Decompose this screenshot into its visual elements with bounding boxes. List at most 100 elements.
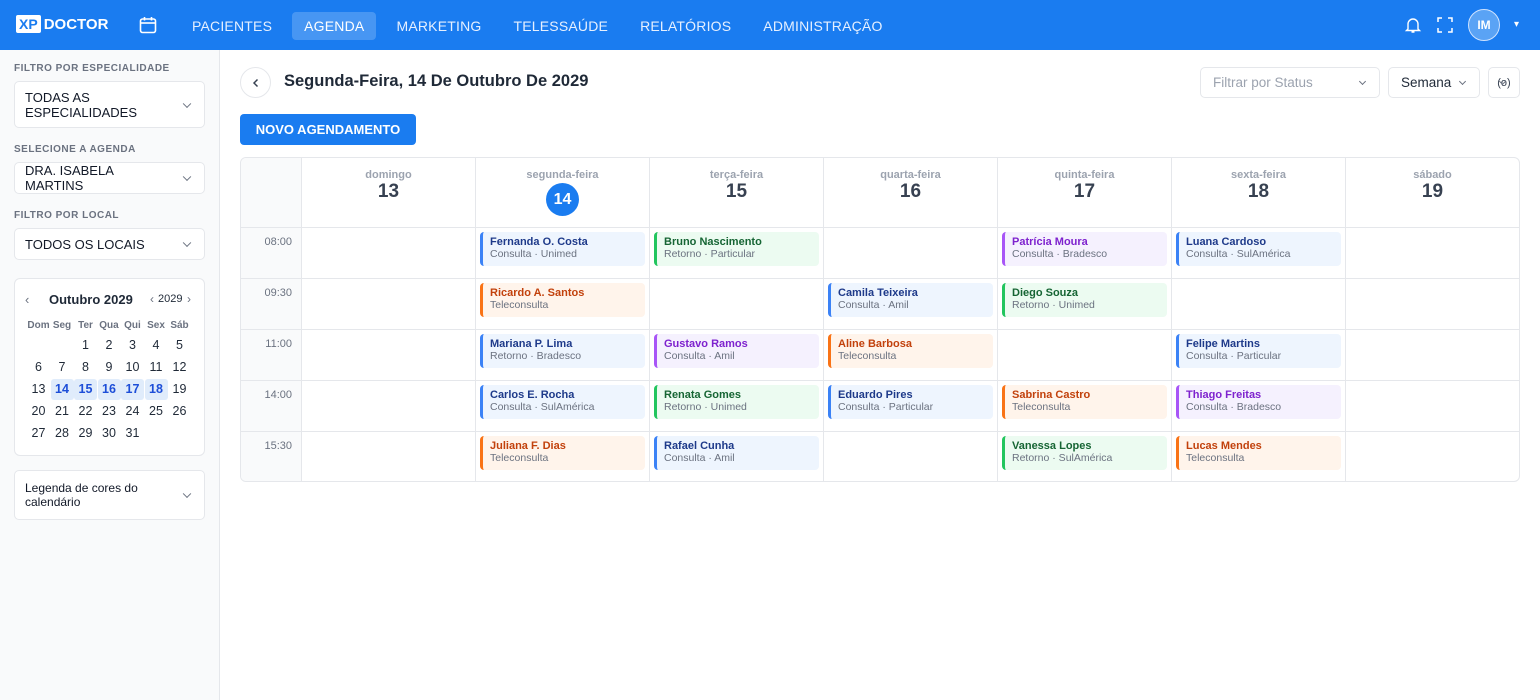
nav-item[interactable]: AGENDA [292, 12, 377, 40]
day[interactable]: 14 [50, 379, 74, 400]
slot-cell[interactable]: Eduardo Pires Consulta · Particular [823, 380, 997, 431]
slot-cell[interactable] [649, 278, 823, 329]
slot-cell[interactable] [1345, 329, 1519, 380]
nav-item[interactable]: PACIENTES [192, 18, 273, 34]
day[interactable]: 28 [55, 426, 69, 440]
day[interactable]: 21 [55, 404, 69, 418]
day[interactable]: 26 [172, 404, 187, 418]
appointment[interactable]: Aline Barbosa Teleconsulta [828, 334, 993, 368]
slot-cell[interactable]: Diego Souza Retorno · Unimed [997, 278, 1171, 329]
appointment[interactable]: Carlos E. Rocha Consulta · SulAmérica [480, 385, 645, 419]
appointment[interactable]: Rafael Cunha Consulta · Amil [654, 436, 819, 470]
slot-cell[interactable] [301, 329, 475, 380]
day[interactable]: 17 [121, 379, 144, 400]
slot-cell[interactable]: Carlos E. Rocha Consulta · SulAmérica [475, 380, 649, 431]
day[interactable]: 27 [31, 426, 46, 440]
day[interactable]: 31 [125, 426, 140, 440]
appointment[interactable]: Bruno Nascimento Retorno · Particular [654, 232, 819, 266]
nav-item[interactable]: MARKETING [396, 18, 482, 34]
appointment[interactable]: Felipe Martins Consulta · Particular [1176, 334, 1341, 368]
slot-cell[interactable]: Patrícia Moura Consulta · Bradesco [997, 227, 1171, 278]
slot-cell[interactable] [823, 431, 997, 481]
nav-item[interactable]: RELATÓRIOS [640, 18, 732, 34]
appointment[interactable]: Sabrina Castro Teleconsulta [1002, 385, 1167, 419]
slot-cell[interactable] [1345, 278, 1519, 329]
slot-cell[interactable]: Gustavo Ramos Consulta · Amil [649, 329, 823, 380]
logo[interactable]: XP DOCTOR [16, 15, 108, 33]
user-menu-caret[interactable]: ▾ [1514, 19, 1520, 30]
appointment[interactable]: Mariana P. Lima Retorno · Bradesco [480, 334, 645, 368]
avatar[interactable]: IM [1468, 9, 1500, 41]
appointment[interactable]: Ricardo A. Santos Teleconsulta [480, 283, 645, 317]
slot-cell[interactable]: Felipe Martins Consulta · Particular [1171, 329, 1345, 380]
day[interactable]: 11 [149, 360, 163, 374]
legend-toggle[interactable]: Legenda de cores do calendário [14, 470, 205, 520]
prev-month[interactable]: ‹ [25, 292, 30, 307]
nav-item[interactable]: ADMINISTRAÇÃO [763, 18, 883, 34]
day[interactable]: 30 [102, 426, 116, 440]
day[interactable]: 9 [105, 360, 113, 374]
status-filter[interactable]: Filtrar por Status [1200, 67, 1380, 98]
appointment[interactable]: Lucas Mendes Teleconsulta [1176, 436, 1341, 470]
day[interactable]: 7 [58, 360, 66, 374]
slot-cell[interactable]: Bruno Nascimento Retorno · Particular [649, 227, 823, 278]
settings-button[interactable]: (o) [1488, 67, 1520, 98]
day[interactable]: 5 [176, 338, 183, 352]
day[interactable]: 18 [144, 379, 168, 400]
slot-cell[interactable] [301, 227, 475, 278]
day[interactable]: 19 [172, 382, 187, 396]
day[interactable]: 29 [78, 426, 93, 440]
day[interactable]: 25 [149, 404, 163, 418]
slot-cell[interactable] [301, 380, 475, 431]
appointment[interactable]: Gustavo Ramos Consulta · Amil [654, 334, 819, 368]
day[interactable]: 8 [82, 360, 89, 374]
slot-cell[interactable]: Sabrina Castro Teleconsulta [997, 380, 1171, 431]
day[interactable]: 23 [102, 404, 116, 418]
slot-cell[interactable]: Aline Barbosa Teleconsulta [823, 329, 997, 380]
back-button[interactable] [240, 67, 271, 98]
slot-cell[interactable]: Mariana P. Lima Retorno · Bradesco [475, 329, 649, 380]
slot-cell[interactable] [997, 329, 1171, 380]
slot-cell[interactable] [301, 278, 475, 329]
next-year[interactable]: › [187, 292, 191, 306]
slot-cell[interactable]: Lucas Mendes Teleconsulta [1171, 431, 1345, 481]
appointment[interactable]: Diego Souza Retorno · Unimed [1002, 283, 1167, 317]
slot-cell[interactable]: Camila Teixeira Consulta · Amil [823, 278, 997, 329]
day[interactable]: 20 [31, 404, 46, 418]
appointment[interactable]: Camila Teixeira Consulta · Amil [828, 283, 993, 317]
day[interactable]: 12 [172, 360, 187, 374]
slot-cell[interactable]: Fernanda O. Costa Consulta · Unimed [475, 227, 649, 278]
filter-select[interactable]: TODAS AS ESPECIALIDADES [14, 81, 205, 128]
slot-cell[interactable] [1171, 278, 1345, 329]
nav-item[interactable]: TELESSAÚDE [513, 18, 609, 34]
slot-cell[interactable] [1345, 431, 1519, 481]
slot-cell[interactable]: Rafael Cunha Consulta · Amil [649, 431, 823, 481]
slot-cell[interactable]: Ricardo A. Santos Teleconsulta [475, 278, 649, 329]
view-select[interactable]: Semana [1388, 67, 1480, 98]
day[interactable]: 4 [152, 338, 160, 352]
slot-cell[interactable]: Juliana F. Dias Teleconsulta [475, 431, 649, 481]
filter-select[interactable]: TODOS OS LOCAIS [14, 228, 205, 260]
slot-cell[interactable] [1345, 380, 1519, 431]
prev-year[interactable]: ‹ [150, 292, 154, 306]
slot-cell[interactable]: Vanessa Lopes Retorno · SulAmérica [997, 431, 1171, 481]
appointment[interactable]: Eduardo Pires Consulta · Particular [828, 385, 993, 419]
appointment[interactable]: Patrícia Moura Consulta · Bradesco [1002, 232, 1167, 266]
day[interactable]: 2 [105, 338, 113, 352]
appointment[interactable]: Luana Cardoso Consulta · SulAmérica [1176, 232, 1341, 266]
day[interactable]: 10 [125, 360, 140, 374]
notifications-icon[interactable] [1404, 16, 1422, 34]
day[interactable]: 15 [74, 379, 97, 400]
day[interactable]: 13 [31, 382, 46, 396]
slot-cell[interactable]: Luana Cardoso Consulta · SulAmérica [1171, 227, 1345, 278]
slot-cell[interactable] [301, 431, 475, 481]
appointment[interactable]: Renata Gomes Retorno · Unimed [654, 385, 819, 419]
day[interactable]: 22 [78, 404, 93, 418]
calendar-icon[interactable] [139, 16, 157, 34]
day[interactable]: 24 [125, 404, 140, 418]
day[interactable]: 3 [129, 338, 136, 352]
slot-cell[interactable]: Renata Gomes Retorno · Unimed [649, 380, 823, 431]
appointment[interactable]: Vanessa Lopes Retorno · SulAmérica [1002, 436, 1167, 470]
slot-cell[interactable]: Thiago Freitas Consulta · Bradesco [1171, 380, 1345, 431]
day[interactable]: 1 [82, 338, 89, 352]
